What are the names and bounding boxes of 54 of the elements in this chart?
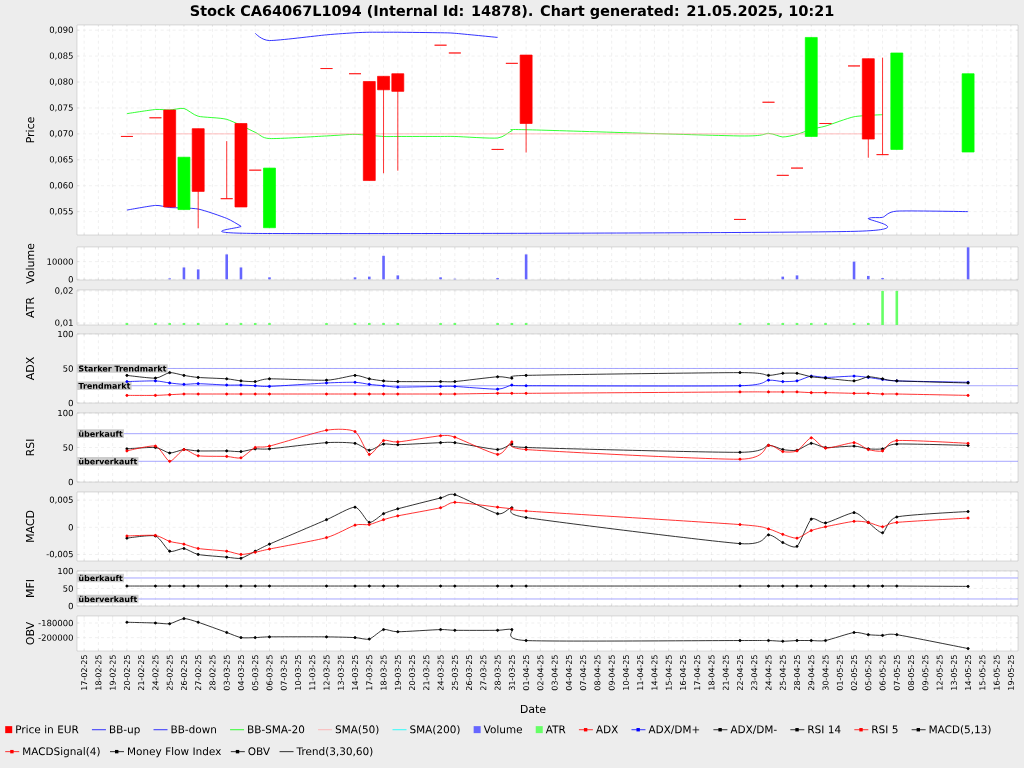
- legend-label: BB-SMA-20: [248, 725, 305, 734]
- y-tick-label: 0,090: [49, 26, 73, 34]
- y-tick-label: 50: [63, 585, 73, 592]
- y-tick-label: 0,02: [55, 287, 73, 295]
- x-axis-title: Date: [520, 704, 546, 714]
- legend-label: ADX/DM+: [648, 725, 700, 735]
- y-tick-label: 0,070: [49, 130, 73, 138]
- legend-label: BB-down: [171, 725, 216, 734]
- legend-label: RSI 5: [872, 725, 898, 734]
- y-tick-label: -180000: [38, 619, 73, 627]
- y-tick-label: 100: [58, 409, 73, 417]
- legend-label: ADX: [596, 725, 618, 734]
- y-tick-label: 0: [68, 602, 73, 610]
- y-axis-title: OBV: [25, 621, 35, 645]
- y-tick-label: 10000: [47, 258, 73, 265]
- legend-label: Money Flow Index: [128, 747, 222, 758]
- y-tick-label: -0,005: [46, 550, 73, 559]
- y-axis-title: RSI: [25, 439, 35, 456]
- legend-label: ADX/DM-: [730, 725, 777, 735]
- chart-title: Stock CA64067L1094 (Internal Id: 14878). Chart generated: 21.05.2025, 10:21: [190, 4, 834, 20]
- y-axis-title: Price: [25, 117, 35, 143]
- y-tick-label: 0,075: [49, 104, 73, 112]
- y-tick-label: 0: [68, 276, 73, 283]
- y-axis-title: ATR: [26, 297, 34, 318]
- legend-label: SMA(50): [335, 725, 379, 735]
- y-tick-label: 100: [58, 567, 73, 575]
- legend-label: ATR: [545, 725, 566, 734]
- legend-label: OBV: [248, 747, 270, 756]
- y-axis-title: Volume: [25, 243, 35, 284]
- y-tick-label: 0,085: [49, 52, 73, 60]
- legend-label: Trend(3,30,60): [296, 747, 373, 757]
- y-tick-label: 0,065: [49, 156, 73, 164]
- y-tick-label: 50: [63, 444, 73, 451]
- y-tick-label: 0,060: [49, 182, 73, 190]
- y-tick-label: 50: [63, 365, 73, 372]
- y-tick-label: 0,01: [55, 319, 73, 327]
- y-tick-label: 0: [68, 399, 73, 407]
- legend-label: Price in EUR: [16, 725, 79, 734]
- y-tick-label: -200000: [38, 634, 73, 641]
- legend-label: BB-up: [109, 725, 140, 736]
- legend-label: MACDSignal(4): [23, 747, 100, 758]
- legend-label: Volume: [483, 725, 523, 734]
- y-tick-label: 0: [68, 478, 73, 486]
- y-axis-title: MACD: [25, 510, 35, 542]
- legend-label: SMA(200): [410, 725, 460, 735]
- y-tick-label: 0,055: [49, 208, 73, 216]
- y-tick-label: 0,080: [49, 78, 73, 86]
- y-tick-label: 0: [68, 524, 73, 531]
- y-axis-title: MFI: [26, 580, 34, 597]
- legend-label: RSI 14: [808, 725, 841, 734]
- y-tick-label: 100: [58, 330, 73, 338]
- y-tick-label: 0,005: [49, 496, 73, 504]
- legend-label: MACD(5,13): [929, 725, 991, 735]
- y-axis-title: ADX: [26, 357, 34, 381]
